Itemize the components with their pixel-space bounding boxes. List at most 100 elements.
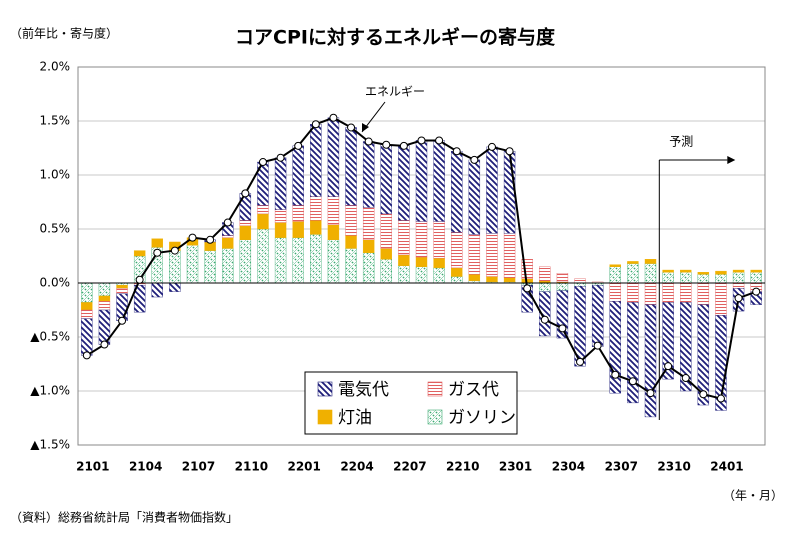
bar-segment [433, 221, 445, 259]
bar-segment [715, 274, 727, 284]
bar-segment [222, 248, 234, 284]
bar-segment [81, 282, 93, 303]
legend-label: 灯油 [338, 408, 372, 428]
bar-segment [415, 256, 428, 267]
line-label-arrowhead [362, 123, 369, 132]
bar-segment [133, 284, 146, 313]
bar-segment [362, 207, 375, 240]
bar-segment [257, 228, 269, 284]
plot-frame [77, 66, 766, 446]
line-label: エネルギー [365, 85, 425, 99]
bar-segment [239, 220, 252, 226]
bar-segment [116, 288, 128, 294]
y-axis-label: （前年比・寄与度） [10, 26, 118, 41]
bar-segment [274, 209, 287, 223]
legend-swatch [317, 381, 333, 397]
bar-segment [362, 252, 375, 284]
bar-segment [486, 233, 498, 277]
energy-point [100, 340, 109, 349]
bar-segment [98, 295, 111, 302]
bar-segment [151, 238, 163, 248]
bar-segment [644, 259, 657, 264]
energy-point [452, 147, 461, 156]
bar-segment [81, 318, 93, 356]
bar-segment [662, 272, 674, 284]
energy-point [699, 390, 708, 399]
energy-point [347, 123, 356, 132]
bar-segment [433, 257, 445, 269]
energy-point [135, 275, 144, 284]
bar-segment [680, 272, 692, 284]
bar-segment [680, 282, 692, 303]
bar-segment [380, 259, 392, 284]
bar-segment [732, 282, 745, 289]
energy-point [82, 351, 91, 360]
bar-segment [310, 196, 322, 221]
bar-segment [98, 282, 111, 297]
bar-segment [133, 250, 146, 257]
bar-segment [539, 282, 551, 292]
bar-segment [81, 309, 93, 319]
bar-segment [433, 267, 445, 284]
legend-label: ガス代 [448, 380, 499, 400]
x-tick-label: 2304 [552, 460, 585, 474]
bar-segment [556, 290, 569, 339]
bar-segment [169, 250, 181, 284]
energy-point [188, 233, 197, 242]
bar-segment [327, 196, 340, 225]
bar-segment [292, 237, 304, 284]
x-tick-label: 2401 [710, 460, 743, 474]
bar-segment [151, 282, 163, 298]
energy-point [487, 142, 496, 151]
source: （資料）総務省統計局「消費者物価指数」 [10, 510, 238, 525]
y-tick-label: ▲1.0% [30, 384, 70, 398]
bar-segment [468, 234, 481, 275]
bar-segment [609, 264, 621, 268]
bar-segment [680, 302, 692, 392]
x-tick-label: 2104 [129, 460, 162, 474]
bar-segment [468, 159, 481, 235]
energy-point [118, 316, 127, 325]
legend-label: ガソリン [448, 408, 516, 428]
energy-point [170, 246, 179, 255]
energy-point [734, 294, 743, 303]
bar-segment [433, 140, 445, 222]
bar-segment [715, 270, 727, 275]
x-tick-label: 2210 [446, 460, 479, 474]
bar-segment [169, 282, 181, 292]
y-tick-label: 1.0% [40, 168, 71, 182]
bar-segment [327, 239, 340, 284]
bar-segment [486, 146, 498, 234]
bar-segment [680, 269, 692, 273]
energy-point [223, 218, 232, 227]
bar-segment [627, 282, 639, 303]
forecast-arrowhead [727, 156, 736, 164]
bar-segment [327, 224, 340, 240]
energy-point [364, 137, 373, 146]
bar-segment [239, 239, 252, 284]
bar-segment [644, 304, 657, 418]
energy-point [241, 189, 250, 198]
energy-point [681, 374, 690, 383]
bar-segment [398, 220, 410, 256]
x-tick-label: 2201 [287, 460, 320, 474]
bar-segment [257, 213, 269, 230]
bar-segment [627, 263, 639, 284]
energy-point [258, 158, 267, 167]
energy-point [593, 341, 602, 350]
energy-point [523, 284, 532, 293]
bar-segment [398, 254, 410, 266]
x-tick-label: 2307 [605, 460, 638, 474]
bar-segment [345, 127, 357, 206]
bar-segment [186, 244, 199, 284]
energy-point [399, 141, 408, 150]
bar-segment [715, 282, 727, 316]
bar-segment [556, 273, 569, 283]
bar-segment [292, 205, 304, 222]
legend-swatch [317, 409, 333, 425]
bar-segment [627, 261, 639, 264]
energy-point [752, 287, 761, 296]
x-tick-label: 2110 [235, 460, 268, 474]
bar-segment [380, 248, 392, 260]
x-tick-label: 2301 [499, 460, 532, 474]
